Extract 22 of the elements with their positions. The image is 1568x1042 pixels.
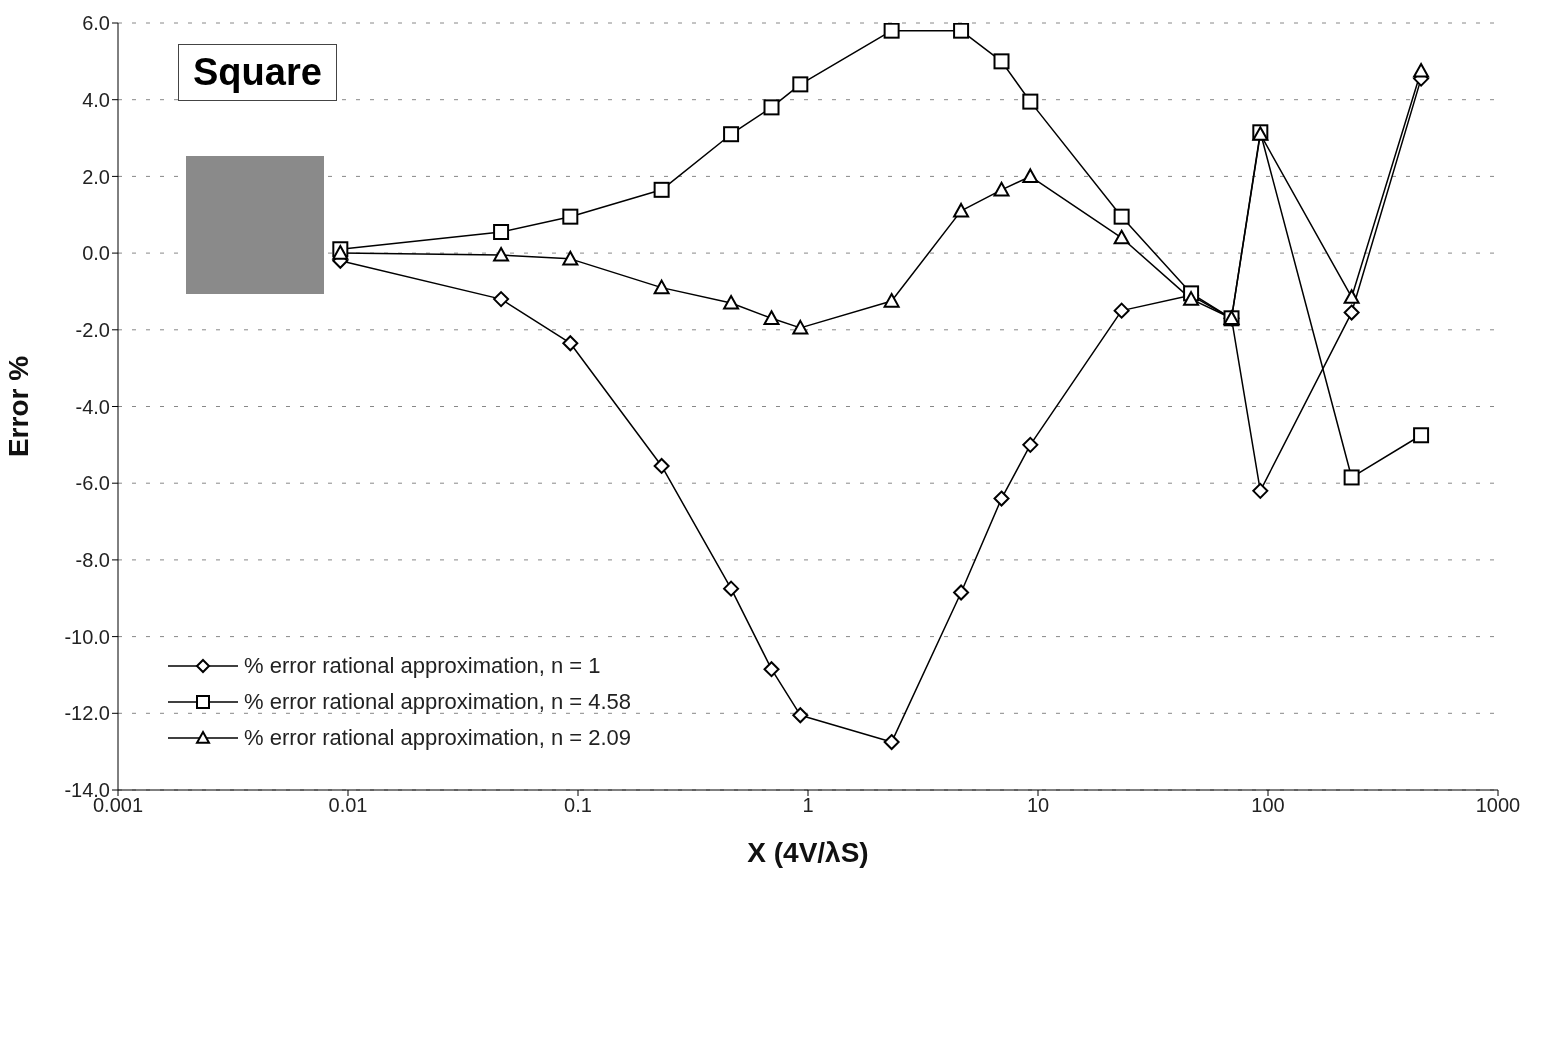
text: Square — [178, 44, 337, 101]
y-tick-label: -8.0 — [75, 549, 110, 571]
y-tick-label: -10.0 — [64, 625, 110, 648]
x-tick-label: 10 — [1026, 794, 1050, 817]
y-tick-label: 6.0 — [82, 12, 110, 35]
y-tick-label: 4.0 — [82, 88, 110, 111]
x-tick-label: 100 — [1251, 794, 1285, 817]
y-tick-label: -6.0 — [75, 472, 110, 495]
legend-label: % error rational approximation, n = 2.09 — [244, 725, 632, 751]
x-tick-label: 1000 — [1475, 794, 1521, 817]
x-tick-label: 0.1 — [564, 794, 592, 817]
legend-label: % error rational approximation, n = 1 — [244, 653, 601, 679]
x-axis-title: X (4V/λS) — [747, 837, 869, 868]
legend-label: % error rational approximation, n = 4.58 — [244, 689, 632, 715]
y-tick-label: 2.0 — [82, 165, 110, 188]
y-tick-label: -2.0 — [75, 318, 110, 341]
y-tick-label: -4.0 — [75, 395, 110, 418]
y-axis-title: Error % — [2, 355, 34, 458]
y-tick-label: -12.0 — [64, 702, 110, 725]
x-tick-label: 0.01 — [328, 794, 368, 817]
x-tick-label: 1 — [802, 794, 814, 817]
y-tick-label: 0.0 — [82, 242, 110, 265]
